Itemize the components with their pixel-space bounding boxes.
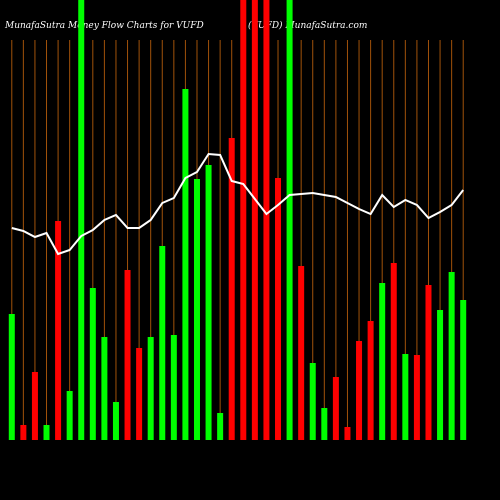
bar xyxy=(78,0,85,440)
bar xyxy=(344,427,351,440)
bar xyxy=(390,263,397,440)
bar xyxy=(170,335,177,440)
bar xyxy=(309,363,316,440)
bar xyxy=(66,391,73,440)
bar xyxy=(101,337,108,440)
bar xyxy=(437,310,444,440)
bar xyxy=(89,288,96,440)
bar xyxy=(379,283,386,440)
bar xyxy=(413,355,420,440)
bar xyxy=(263,0,270,440)
site-label: (VUFD) MunafaSutra.com xyxy=(248,20,367,31)
bar xyxy=(8,314,15,440)
bar xyxy=(298,266,305,440)
bar xyxy=(43,425,50,440)
bar xyxy=(182,89,189,440)
bar xyxy=(205,165,212,440)
bar xyxy=(275,178,282,440)
bar xyxy=(460,300,467,440)
bar xyxy=(251,0,258,440)
chart-title: MunafaSutra Money Flow Charts for VUFD xyxy=(4,21,204,31)
bar xyxy=(425,285,432,440)
bar xyxy=(332,377,339,440)
bar xyxy=(55,221,62,440)
money-flow-line xyxy=(11,152,465,256)
bar xyxy=(448,272,455,440)
bar xyxy=(321,408,328,440)
bar xyxy=(240,0,247,440)
bar xyxy=(147,337,154,440)
bar xyxy=(356,341,363,440)
bar xyxy=(402,354,409,440)
bar xyxy=(20,425,27,440)
bar xyxy=(367,321,374,440)
bar xyxy=(31,372,38,440)
bar xyxy=(286,0,293,440)
bar xyxy=(159,246,166,440)
bar xyxy=(124,270,131,440)
bar xyxy=(112,402,119,440)
bar xyxy=(217,413,224,440)
bar xyxy=(136,348,143,440)
bar xyxy=(193,179,200,440)
bar xyxy=(228,138,235,440)
